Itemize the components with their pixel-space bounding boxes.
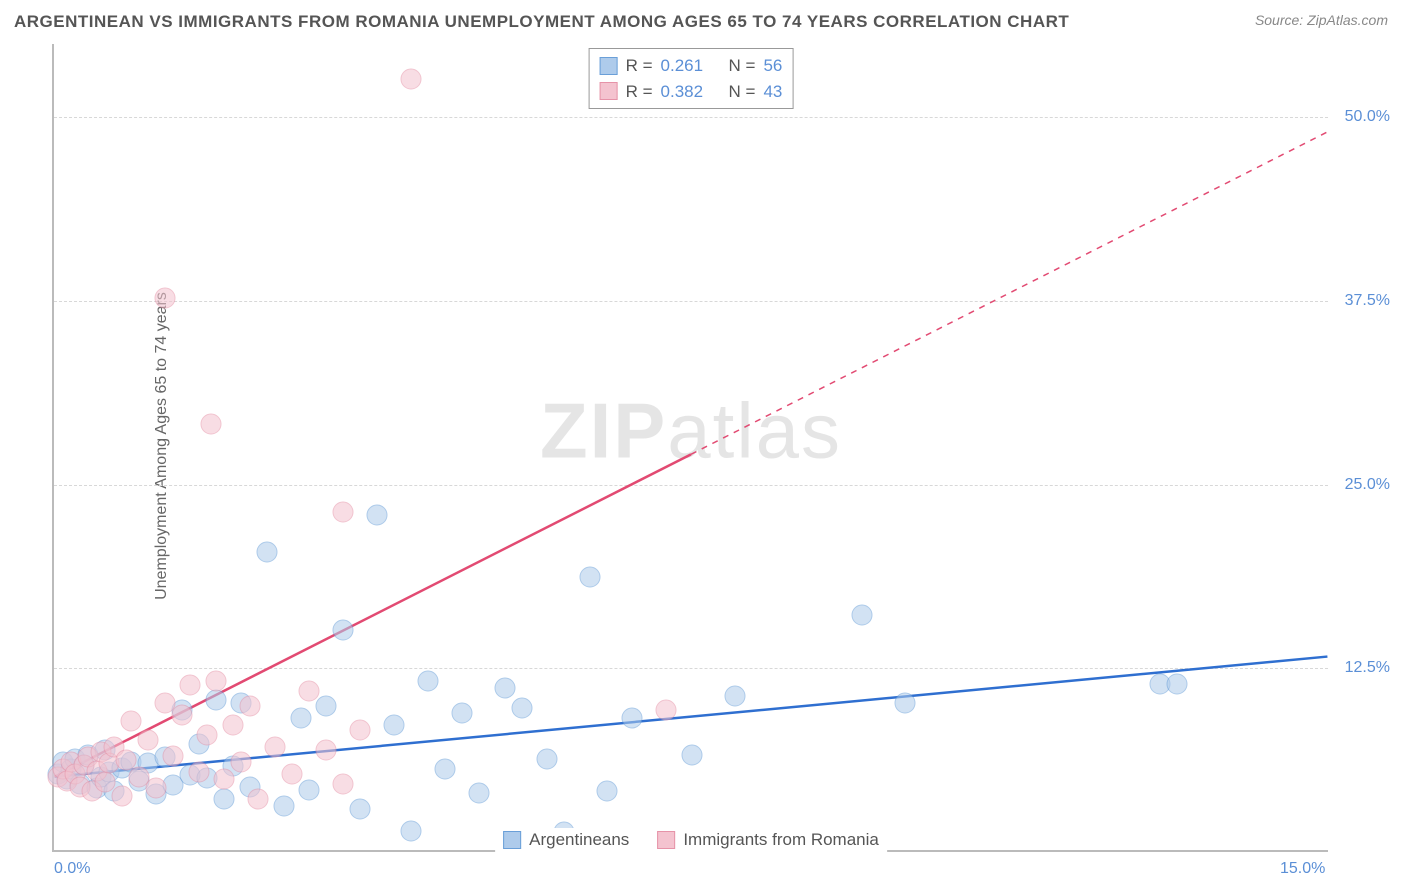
data-point (622, 707, 643, 728)
data-point (316, 696, 337, 717)
watermark-light: atlas (667, 386, 842, 474)
data-point (494, 678, 515, 699)
stats-row-1: R = 0.382 N = 43 (600, 79, 783, 105)
trend-lines (54, 44, 1328, 850)
data-point (273, 795, 294, 816)
data-point (163, 745, 184, 766)
legend-item-1: Immigrants from Romania (657, 830, 879, 850)
legend-label-0: Argentineans (529, 830, 629, 850)
data-point (282, 763, 303, 784)
swatch-series-0 (600, 57, 618, 75)
source-credit: Source: ZipAtlas.com (1255, 12, 1388, 28)
data-point (384, 715, 405, 736)
data-point (239, 696, 260, 717)
data-point (299, 681, 320, 702)
data-point (180, 675, 201, 696)
data-point (418, 671, 439, 692)
data-point (214, 769, 235, 790)
data-point (188, 762, 209, 783)
gridline (54, 485, 1328, 486)
data-point (231, 751, 252, 772)
data-point (1166, 674, 1187, 695)
data-point (299, 779, 320, 800)
swatch-series-0-b (503, 831, 521, 849)
data-point (469, 782, 490, 803)
data-point (894, 693, 915, 714)
n-value-1: 43 (763, 79, 782, 105)
data-point (350, 719, 371, 740)
data-point (201, 413, 222, 434)
data-point (120, 710, 141, 731)
watermark: ZIPatlas (540, 385, 842, 476)
ytick-label: 37.5% (1345, 292, 1390, 310)
data-point (290, 707, 311, 728)
data-point (205, 671, 226, 692)
data-point (682, 744, 703, 765)
gridline (54, 668, 1328, 669)
swatch-series-1 (600, 82, 618, 100)
r-prefix: R = (626, 53, 653, 79)
data-point (401, 68, 422, 89)
ytick-label: 12.5% (1345, 659, 1390, 677)
data-point (367, 505, 388, 526)
data-point (350, 798, 371, 819)
data-point (222, 715, 243, 736)
data-point (724, 685, 745, 706)
n-prefix: N = (729, 79, 756, 105)
data-point (171, 704, 192, 725)
data-point (137, 729, 158, 750)
data-point (112, 785, 133, 806)
data-point (852, 604, 873, 625)
data-point (579, 566, 600, 587)
data-point (205, 690, 226, 711)
data-point (214, 788, 235, 809)
data-point (333, 619, 354, 640)
r-value-0: 0.261 (661, 53, 704, 79)
ytick-label: 50.0% (1345, 108, 1390, 126)
data-point (333, 502, 354, 523)
r-value-1: 0.382 (661, 79, 704, 105)
data-point (256, 541, 277, 562)
n-prefix: N = (729, 53, 756, 79)
data-point (435, 759, 456, 780)
data-point (146, 778, 167, 799)
data-point (333, 773, 354, 794)
xtick-label: 0.0% (54, 860, 90, 878)
data-point (154, 287, 175, 308)
data-point (197, 725, 218, 746)
data-point (511, 697, 532, 718)
ytick-label: 25.0% (1345, 476, 1390, 494)
data-point (265, 737, 286, 758)
data-point (656, 700, 677, 721)
data-point (596, 781, 617, 802)
data-point (452, 703, 473, 724)
stats-legend: R = 0.261 N = 56 R = 0.382 N = 43 (589, 48, 794, 109)
legend-item-0: Argentineans (503, 830, 629, 850)
plot-area: ZIPatlas R = 0.261 N = 56 R = 0.382 N = … (52, 44, 1328, 852)
xtick-label: 15.0% (1280, 860, 1325, 878)
stats-row-0: R = 0.261 N = 56 (600, 53, 783, 79)
n-value-0: 56 (763, 53, 782, 79)
swatch-series-1-b (657, 831, 675, 849)
gridline (54, 117, 1328, 118)
series-legend: Argentineans Immigrants from Romania (495, 828, 887, 852)
chart-title: ARGENTINEAN VS IMMIGRANTS FROM ROMANIA U… (14, 12, 1069, 32)
gridline (54, 301, 1328, 302)
data-point (537, 748, 558, 769)
data-point (248, 788, 269, 809)
data-point (316, 740, 337, 761)
legend-label-1: Immigrants from Romania (683, 830, 879, 850)
r-prefix: R = (626, 79, 653, 105)
watermark-bold: ZIP (540, 386, 667, 474)
data-point (401, 820, 422, 841)
